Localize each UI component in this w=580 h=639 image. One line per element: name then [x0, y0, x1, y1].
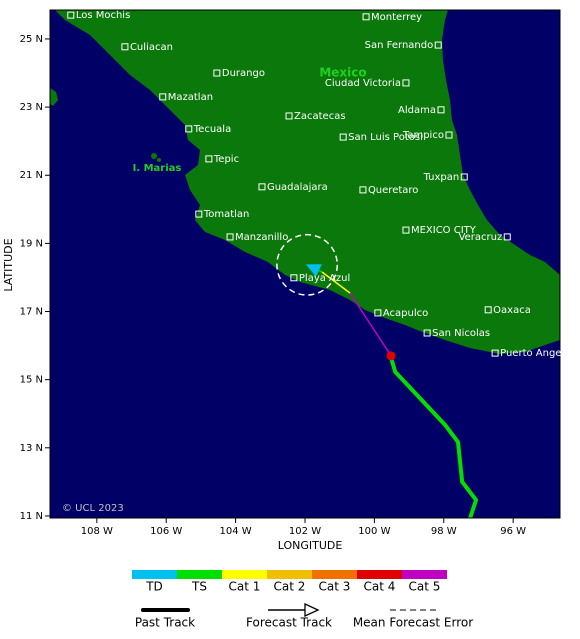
- city-marker: [484, 306, 492, 314]
- city-marker: [159, 93, 167, 101]
- city-marker: [339, 133, 347, 141]
- category-swatch: [177, 570, 222, 579]
- city-label: Tepic: [213, 154, 239, 165]
- category-swatch: [267, 570, 312, 579]
- city-marker: [491, 349, 499, 357]
- city-label: Guadalajara: [267, 182, 328, 193]
- category-label: Cat 4: [364, 580, 396, 594]
- city-marker: [121, 43, 129, 51]
- legend-label: Mean Forecast Error: [353, 616, 473, 630]
- legend-label: Forecast Track: [246, 616, 332, 630]
- city-label: Monterrey: [371, 12, 422, 23]
- past-track: [389, 357, 479, 518]
- land: [55, 10, 560, 354]
- y-tick-label: 21 N: [20, 170, 43, 181]
- city-label: Oaxaca: [493, 305, 531, 316]
- legend-label: Past Track: [135, 616, 195, 630]
- island: [157, 158, 161, 162]
- city-marker: [445, 131, 453, 139]
- copyright: © UCL 2023: [62, 503, 124, 514]
- y-tick-label: 23 N: [20, 102, 43, 113]
- city-label: Tampico: [402, 130, 444, 141]
- city-label: Manzanillo: [235, 232, 288, 243]
- category-swatch: [357, 570, 402, 579]
- city-label: Zacatecas: [294, 111, 346, 122]
- city-marker: [226, 233, 234, 241]
- forecast-error-circle: [276, 233, 339, 296]
- city-label: San Luis Potosi: [348, 132, 423, 143]
- city-label: San Fernando: [365, 40, 434, 51]
- city-label: Durango: [222, 68, 265, 79]
- city-marker: [434, 41, 442, 49]
- x-tick-label: 106 W: [150, 526, 182, 537]
- city-marker: [213, 69, 221, 77]
- country-label: Mexico: [319, 66, 366, 80]
- category-label: TD: [145, 580, 163, 594]
- city-label: Culiacan: [130, 42, 173, 53]
- x-axis-label: LONGITUDE: [278, 539, 343, 552]
- city-marker: [362, 13, 370, 21]
- category-swatch: [312, 570, 357, 579]
- city-label: Veracruz: [459, 232, 503, 243]
- island: [151, 153, 157, 159]
- city-label: Ciudad Victoria: [325, 78, 401, 89]
- city-marker: [423, 329, 431, 337]
- forecast-arrow: [306, 264, 322, 277]
- city-marker: [359, 186, 367, 194]
- city-label: Acapulco: [383, 308, 428, 319]
- y-tick-label: 11 N: [20, 511, 43, 522]
- forecast-segment: [321, 271, 351, 294]
- city-marker: [402, 226, 410, 234]
- y-tick-label: 15 N: [20, 375, 43, 386]
- current-position: [386, 351, 396, 361]
- city-marker: [185, 125, 193, 133]
- city-marker: [205, 155, 213, 163]
- category-swatch: [402, 570, 447, 579]
- y-tick-label: 13 N: [20, 443, 43, 454]
- category-label: TS: [191, 580, 207, 594]
- baja-coast: [50, 88, 58, 106]
- x-tick-label: 104 W: [220, 526, 252, 537]
- city-label: Los Mochis: [76, 10, 130, 21]
- city-label: Playa Azul: [299, 273, 350, 284]
- city-marker: [290, 274, 298, 282]
- x-tick-label: 108 W: [81, 526, 113, 537]
- island-label: I. Marias: [133, 163, 182, 174]
- city-marker: [67, 11, 75, 19]
- x-tick-label: 98 W: [431, 526, 457, 537]
- city-marker: [402, 79, 410, 87]
- city-label: MEXICO CITY: [411, 225, 477, 236]
- x-tick-label: 102 W: [289, 526, 321, 537]
- city-marker: [258, 183, 266, 191]
- category-label: Cat 2: [274, 580, 306, 594]
- city-label: Aldama: [398, 105, 436, 116]
- city-marker: [437, 106, 445, 114]
- category-label: Cat 1: [229, 580, 261, 594]
- forecast-arrow-swatch: [304, 602, 320, 618]
- city-marker: [503, 233, 511, 241]
- city-label: Mazatlan: [168, 92, 213, 103]
- city-label: Tecuala: [193, 124, 231, 135]
- city-label: Puerto Angel: [500, 348, 564, 359]
- city-label: Tuxpan: [423, 172, 460, 183]
- city-label: San Nicolas: [432, 328, 490, 339]
- y-tick-label: 19 N: [20, 238, 43, 249]
- category-swatch: [222, 570, 267, 579]
- city-marker: [460, 173, 468, 181]
- x-tick-label: 100 W: [358, 526, 390, 537]
- category-label: Cat 3: [319, 580, 351, 594]
- y-tick-label: 17 N: [20, 307, 43, 318]
- city-label: Queretaro: [368, 185, 418, 196]
- category-swatch: [132, 570, 177, 579]
- city-marker: [374, 309, 382, 317]
- category-label: Cat 5: [409, 580, 441, 594]
- forecast-segment: [349, 292, 392, 357]
- city-marker: [285, 112, 293, 120]
- city-marker: [195, 210, 203, 218]
- x-tick-label: 96 W: [500, 526, 526, 537]
- y-tick-label: 25 N: [20, 34, 43, 45]
- y-axis-label: LATITUDE: [2, 238, 15, 291]
- city-label: Tomatlan: [203, 209, 250, 220]
